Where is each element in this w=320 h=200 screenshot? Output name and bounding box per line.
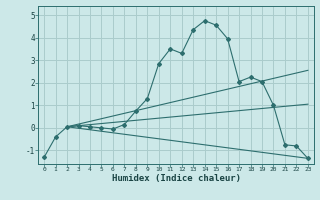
X-axis label: Humidex (Indice chaleur): Humidex (Indice chaleur)	[111, 174, 241, 183]
